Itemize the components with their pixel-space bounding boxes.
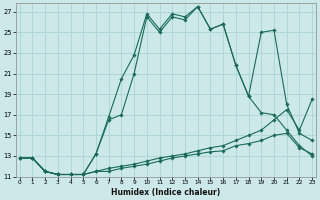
X-axis label: Humidex (Indice chaleur): Humidex (Indice chaleur) bbox=[111, 188, 220, 197]
